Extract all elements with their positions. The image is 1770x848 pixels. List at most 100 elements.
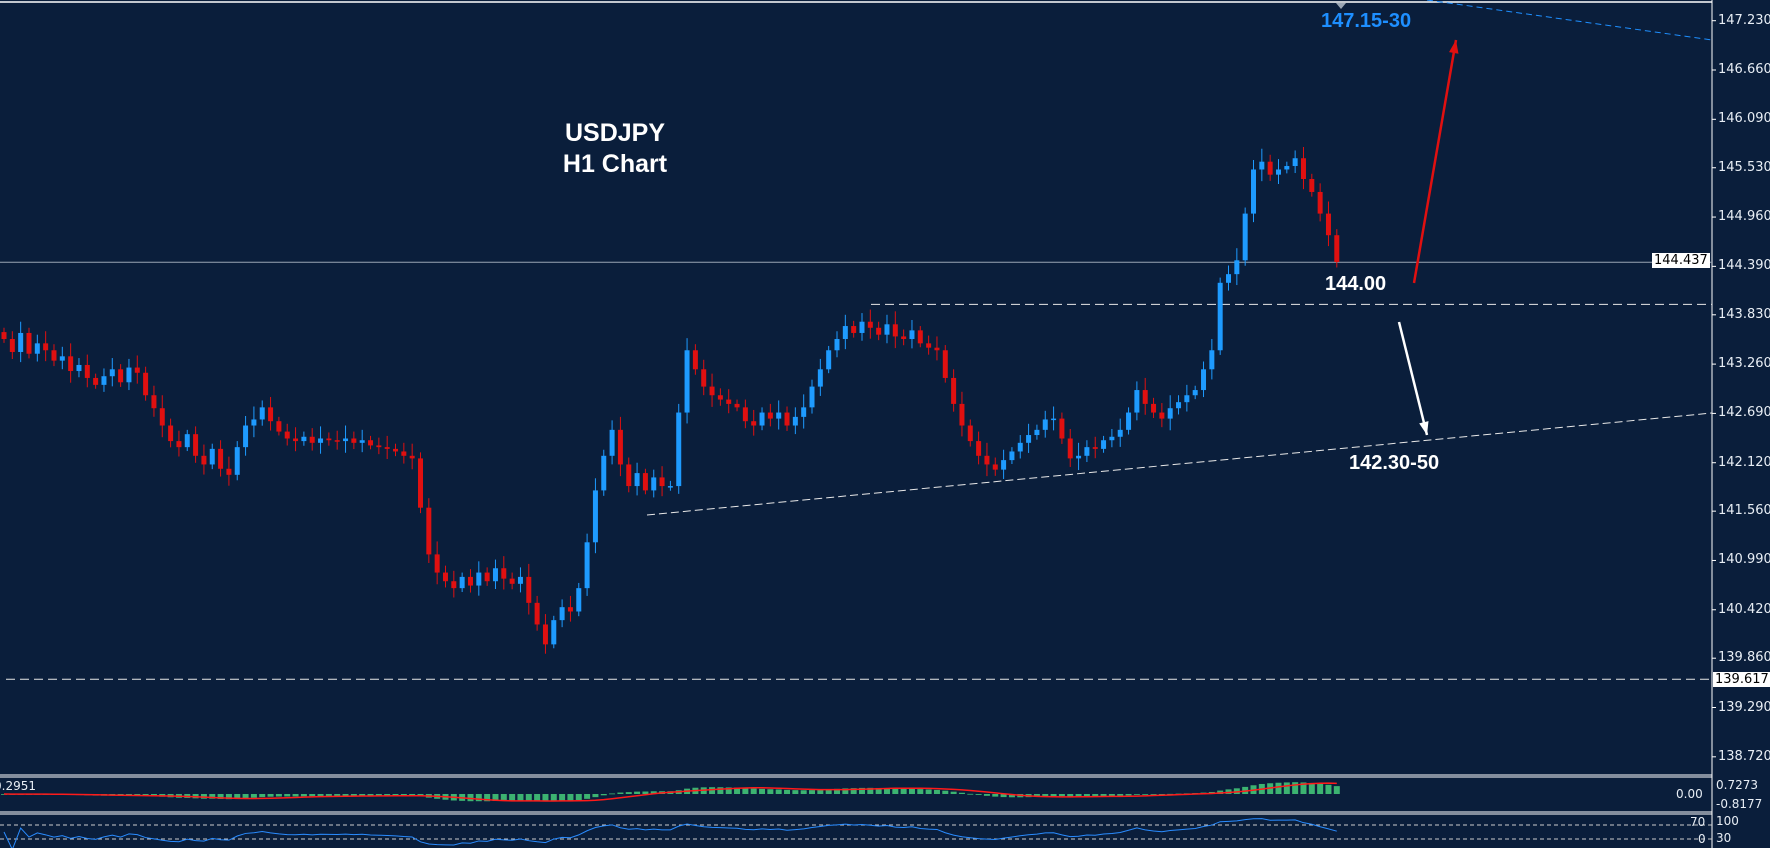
macd-bar <box>642 791 649 794</box>
candle-body <box>418 458 423 508</box>
macd-bar <box>958 792 965 794</box>
candle-body <box>1109 436 1115 441</box>
macd-bar <box>467 794 474 802</box>
candle-body <box>1092 447 1098 449</box>
candle-body <box>826 350 832 370</box>
candle-body <box>151 395 157 409</box>
candle-body <box>976 441 982 456</box>
candle-body <box>642 473 648 491</box>
macd-bar <box>1100 794 1107 797</box>
candle-body <box>101 376 107 385</box>
candle-body <box>584 542 590 589</box>
candle-body <box>1275 169 1281 175</box>
macd-bar <box>858 787 865 794</box>
candle-body <box>26 332 32 354</box>
candle-body <box>734 403 740 408</box>
candle-body <box>492 568 498 582</box>
macd-bar <box>917 789 924 794</box>
candle-body <box>1009 451 1015 461</box>
candle-body <box>351 438 357 443</box>
rsi-tick: 0 <box>1698 832 1706 846</box>
y-tick-label: 142.120 <box>1718 454 1770 470</box>
candle-body <box>93 377 99 385</box>
candle-body <box>1192 390 1198 396</box>
macd-bar <box>275 794 282 797</box>
macd-bar <box>709 787 716 794</box>
candle-body <box>984 455 990 465</box>
macd-bar <box>742 788 749 794</box>
candle-body <box>934 347 940 351</box>
macd-bar <box>1000 794 1007 798</box>
candle-body <box>567 607 573 612</box>
candle-body <box>268 407 274 422</box>
candle-body <box>709 386 715 396</box>
candle-body <box>143 372 149 396</box>
macd-bar <box>1300 782 1307 794</box>
candle-body <box>1101 440 1107 449</box>
macd-bar <box>509 794 516 801</box>
candle-body <box>1325 213 1331 236</box>
macd-bar <box>825 789 832 794</box>
macd-bar <box>250 794 257 798</box>
macd-bar <box>750 788 757 794</box>
candle-body <box>1026 435 1032 443</box>
y-tick-label: 141.560 <box>1718 503 1770 519</box>
macd-bar <box>500 794 507 801</box>
candle-body <box>817 369 823 387</box>
macd-bar <box>284 794 291 797</box>
macd-bar <box>534 794 541 801</box>
candle-body <box>451 581 457 589</box>
macd-bar <box>292 794 299 797</box>
candle-body <box>676 412 682 487</box>
candle-body <box>193 434 199 456</box>
y-tick-label: 146.090 <box>1718 111 1770 127</box>
macd-bar <box>1083 794 1090 797</box>
macd-bar <box>883 787 890 794</box>
candle-body <box>967 425 973 442</box>
candle-body <box>1201 369 1207 391</box>
candle-body <box>884 324 890 335</box>
macd-bar <box>650 791 657 794</box>
candle-body <box>842 326 848 340</box>
macd-bar <box>992 794 999 797</box>
candle-body <box>534 602 540 625</box>
macd-bar <box>267 794 274 797</box>
candle-body <box>1184 395 1190 403</box>
macd-bar <box>933 789 940 794</box>
pivot-label: 144.00 <box>1325 273 1387 295</box>
candle-body <box>1217 282 1223 351</box>
candle-body <box>751 421 757 426</box>
macd-bar <box>392 794 399 796</box>
macd-bar <box>1117 794 1124 796</box>
candle-body <box>334 440 340 442</box>
macd-bar <box>325 794 332 797</box>
candle-body <box>284 431 290 439</box>
macd-bar <box>1133 794 1140 795</box>
macd-bar <box>759 788 766 794</box>
candle-body <box>617 429 623 465</box>
candle-body <box>1126 412 1132 430</box>
target-down-label: 142.30-50 <box>1349 452 1440 474</box>
y-tick-label: 138.720 <box>1718 748 1770 764</box>
candle-body <box>767 412 773 419</box>
candle-body <box>1017 442 1023 452</box>
macd-bar <box>725 787 732 794</box>
candle-body <box>1259 161 1265 170</box>
macd-signal-line <box>3 782 1337 802</box>
macd-bar <box>1150 794 1157 795</box>
macd-bar <box>625 792 632 794</box>
macd-bar <box>1275 782 1282 794</box>
candle-body <box>592 490 598 543</box>
macd-bar <box>967 793 974 795</box>
candle-body <box>992 464 998 470</box>
macd-bar <box>300 794 307 797</box>
macd-bar <box>525 794 532 801</box>
candle-body <box>651 477 657 491</box>
candle-body <box>501 568 507 579</box>
macd-tick: 0.00 <box>1676 787 1703 801</box>
y-tick-label: 145.530 <box>1718 159 1770 175</box>
macd-bar <box>550 794 557 802</box>
candle-body <box>218 448 224 469</box>
candle-body <box>293 438 299 442</box>
